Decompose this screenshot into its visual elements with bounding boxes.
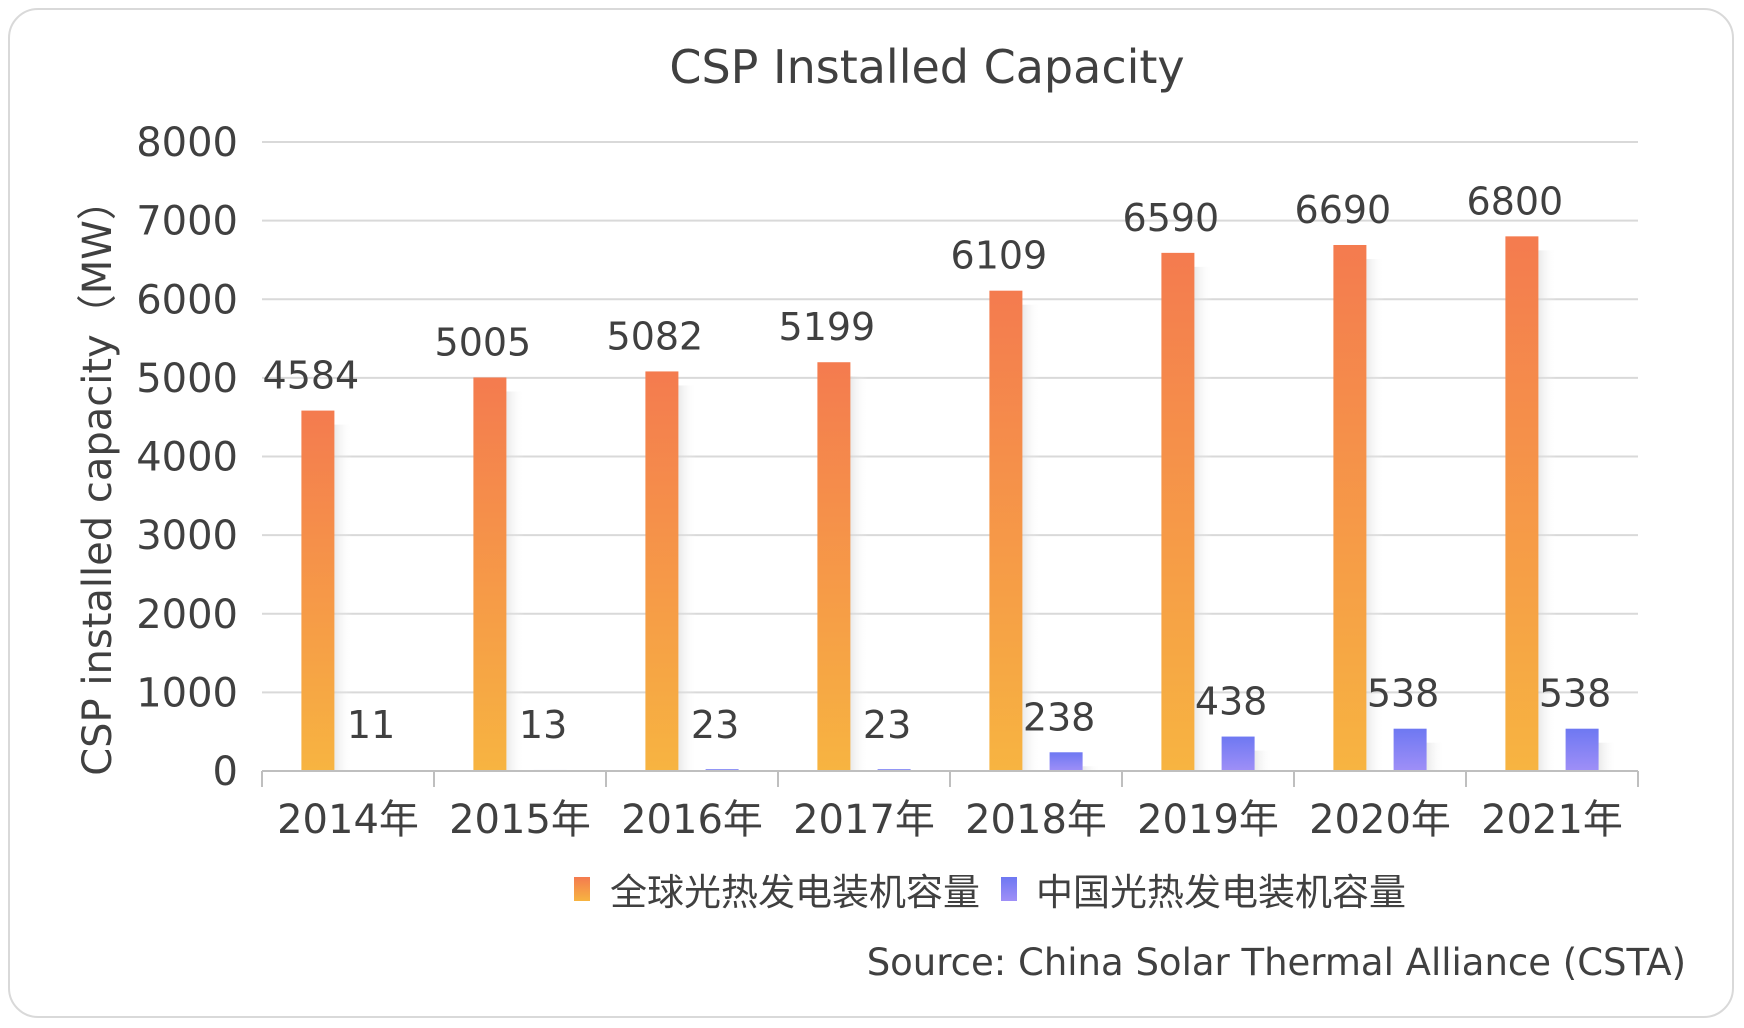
- data-label: 5005: [435, 320, 532, 364]
- source-note: Source: China Solar Thermal Alliance (CS…: [866, 941, 1686, 984]
- bar-global: [473, 377, 507, 771]
- data-label: 6690: [1295, 188, 1392, 232]
- x-tick-label: 2016年: [621, 797, 763, 843]
- bar-shadow: [1194, 266, 1213, 771]
- bar-china: [1565, 728, 1599, 771]
- data-label: 11: [347, 703, 395, 747]
- data-label: 6590: [1123, 196, 1220, 240]
- legend-label-global: 全球光热发电装机容量: [610, 871, 980, 914]
- y-tick-label: 2000: [136, 592, 238, 638]
- y-tick-label: 3000: [136, 513, 238, 559]
- bar-shadow: [1254, 750, 1273, 771]
- x-tick-label: 2015年: [449, 797, 591, 843]
- y-axis-ticks: 0 1000 2000 3000 4000 5000 6000 7000 8000: [136, 120, 238, 795]
- bar-shadow: [1538, 250, 1557, 772]
- x-tick-label: 2021年: [1481, 797, 1623, 843]
- bars: [301, 236, 1599, 772]
- bar-china: [1393, 728, 1427, 771]
- bar-global: [301, 410, 335, 771]
- bar-china: [1049, 752, 1083, 771]
- chart-title: CSP Installed Capacity: [669, 40, 1184, 94]
- y-tick-label: 6000: [136, 277, 238, 323]
- bar-shadow: [1598, 742, 1617, 771]
- bar-shadow: [1366, 258, 1385, 771]
- bar-shadow: [850, 376, 869, 771]
- legend-swatch-china: [1001, 877, 1017, 901]
- x-axis: 2014年 2015年 2016年 2017年 2018年 2019年 2020年 2021年: [261, 770, 1639, 843]
- bar-shadows: [334, 250, 1617, 772]
- data-label: 5082: [607, 314, 704, 358]
- bar-shadow: [678, 385, 697, 771]
- bar-shadow: [506, 391, 525, 771]
- data-label: 438: [1195, 680, 1268, 724]
- data-label: 13: [519, 703, 567, 747]
- y-tick-label: 0: [213, 749, 238, 795]
- x-tick-label: 2020年: [1309, 797, 1451, 843]
- data-label: 538: [1367, 672, 1440, 716]
- x-tick-label: 2019年: [1137, 797, 1279, 843]
- data-labels: 4584 5005 5082 5199 6109 6590 6690 6800 11 13 23 23…: [263, 179, 1612, 747]
- legend: 全球光热发电装机容量 中国光热发电装机容量: [574, 871, 1406, 914]
- data-label: 238: [1023, 695, 1096, 739]
- data-label: 23: [691, 703, 739, 747]
- data-label: 23: [863, 703, 911, 747]
- y-tick-label: 5000: [136, 356, 238, 402]
- bar-global: [1161, 252, 1195, 771]
- bar-global: [1333, 244, 1367, 771]
- legend-swatch-global: [574, 877, 590, 901]
- chart-frame: [8, 8, 1734, 1018]
- x-tick-label: 2018年: [965, 797, 1107, 843]
- bar-global: [645, 371, 679, 771]
- bar-shadow: [1022, 304, 1041, 771]
- bar-global: [817, 362, 851, 771]
- bar-shadow: [1082, 766, 1101, 771]
- legend-label-china: 中国光热发电装机容量: [1036, 871, 1406, 914]
- y-tick-label: 7000: [136, 199, 238, 245]
- bar-shadow: [334, 424, 353, 771]
- data-label: 538: [1539, 672, 1612, 716]
- data-label: 4584: [263, 354, 360, 398]
- y-tick-label: 1000: [136, 670, 238, 716]
- gridlines: [262, 141, 1638, 694]
- bar-shadow: [1426, 742, 1445, 771]
- bar-china: [1221, 736, 1255, 771]
- data-label: 6109: [951, 234, 1048, 278]
- y-tick-label: 8000: [136, 120, 238, 166]
- data-label: 5199: [779, 305, 876, 349]
- data-label: 6800: [1467, 179, 1564, 223]
- x-tick-label: 2014年: [277, 797, 419, 843]
- x-tick-label: 2017年: [793, 797, 935, 843]
- bar-global: [989, 290, 1023, 771]
- y-tick-label: 4000: [136, 435, 238, 481]
- bar-global: [1505, 236, 1539, 772]
- y-axis-label: CSP installed capacity（MW）: [75, 180, 121, 776]
